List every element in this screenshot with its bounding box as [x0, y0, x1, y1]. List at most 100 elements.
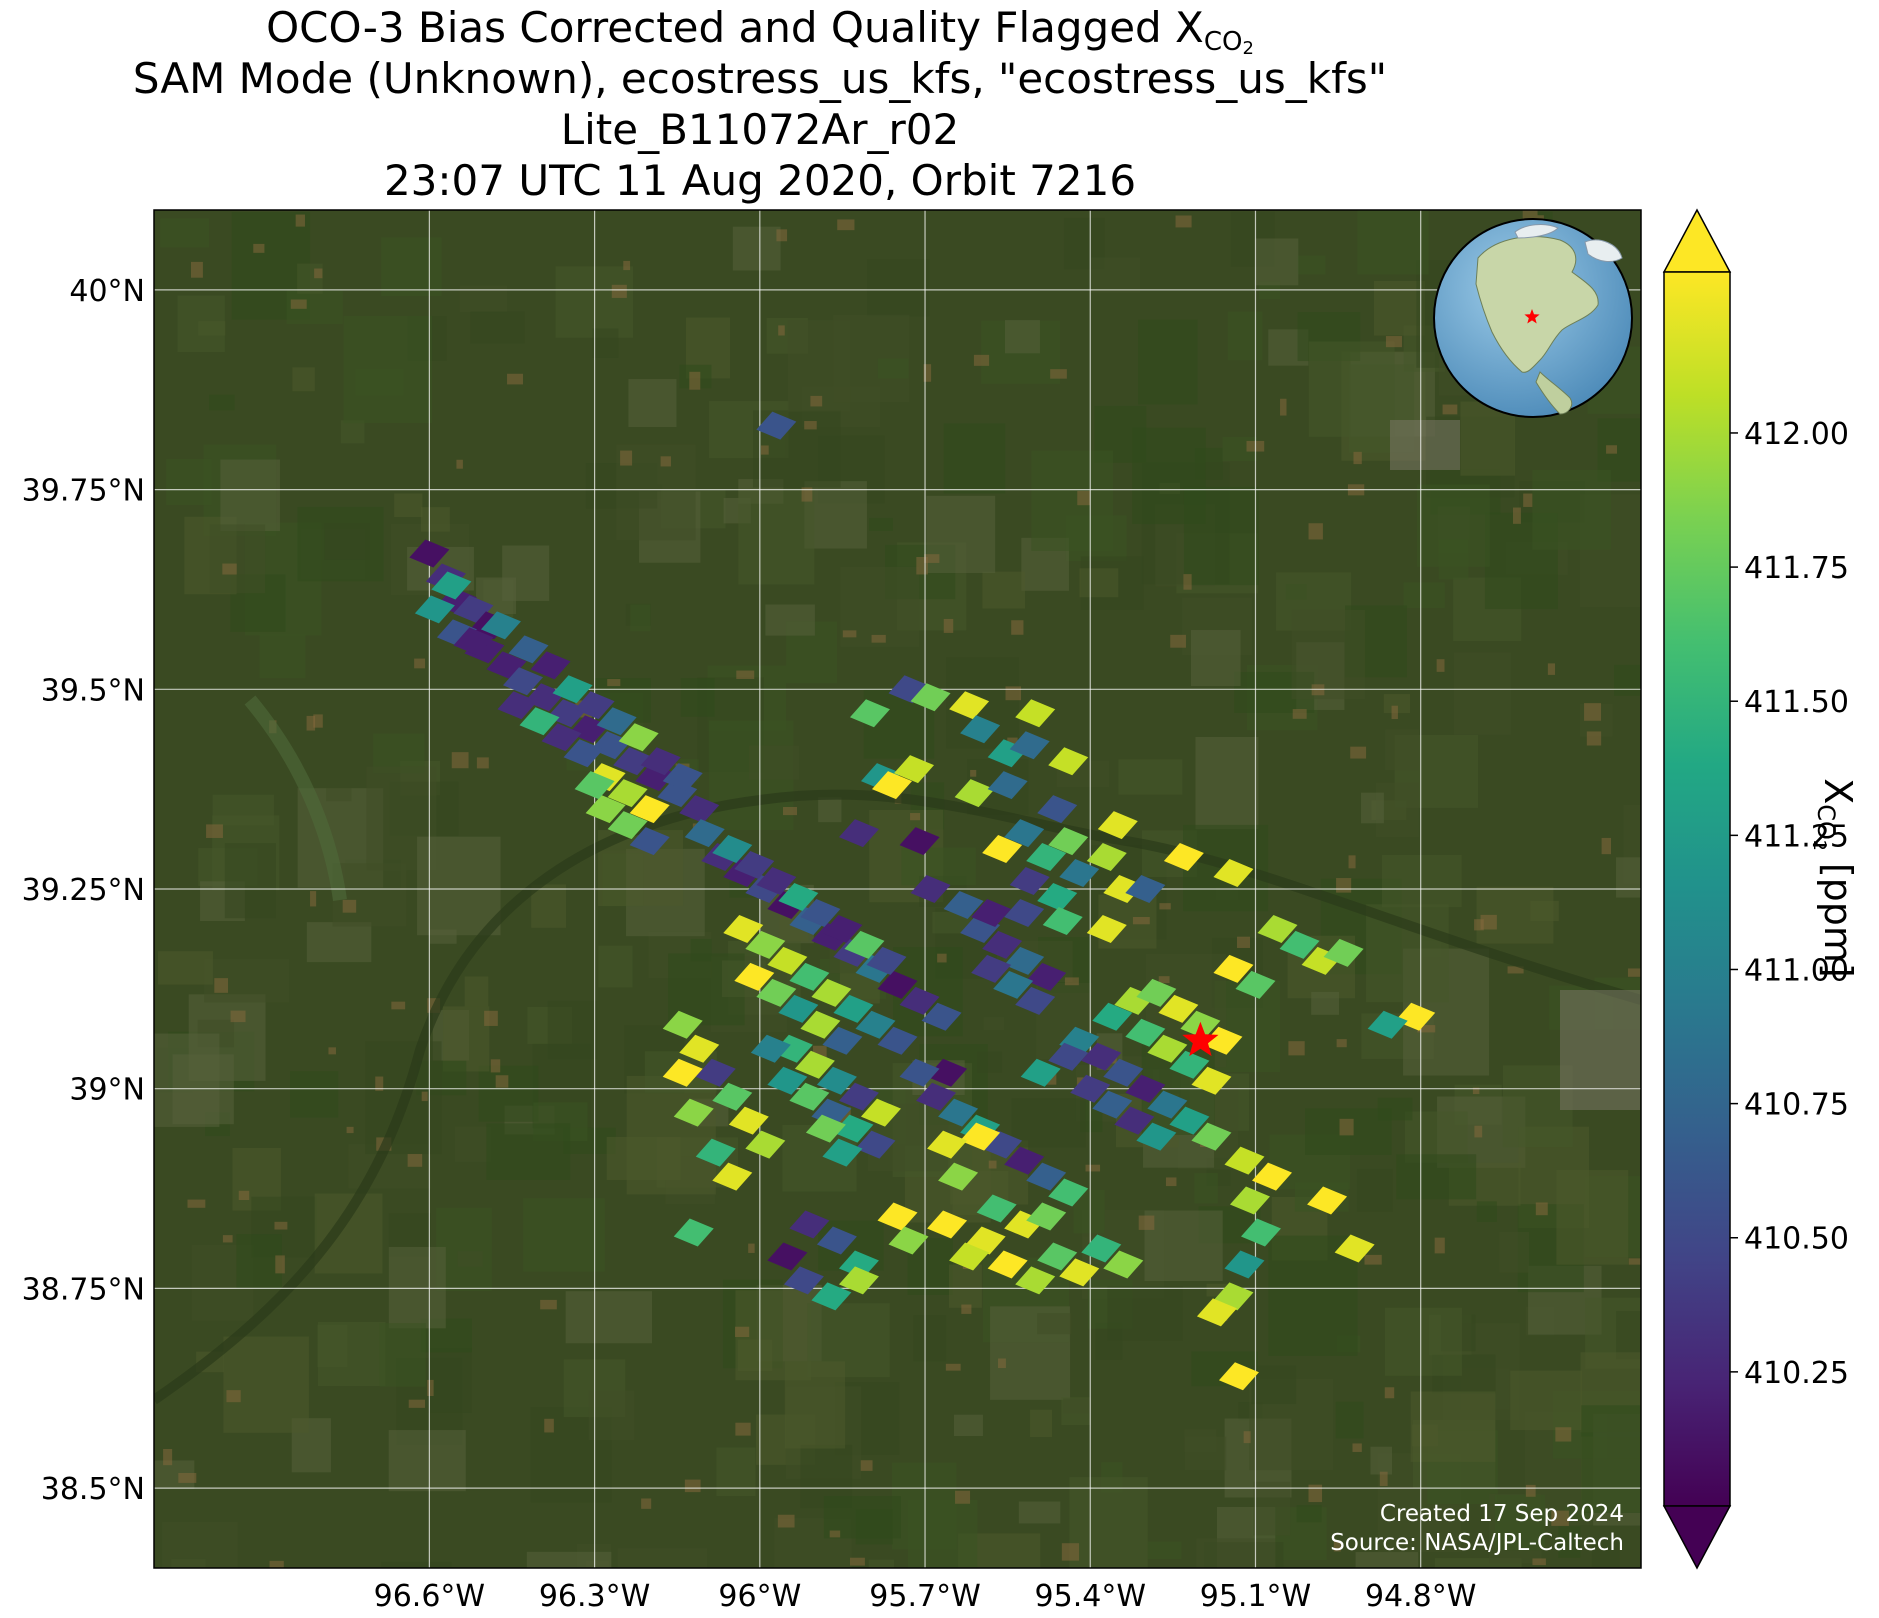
- field-patch: [269, 1560, 284, 1568]
- field-patch: [684, 1479, 701, 1493]
- xco2-sounding: [695, 1138, 736, 1167]
- field-patch: [923, 364, 932, 382]
- xco2-sounding: [971, 898, 1012, 927]
- field-patch: [1391, 705, 1398, 720]
- field-patch: [1138, 1215, 1155, 1230]
- xco2-sounding: [618, 723, 659, 752]
- field-patch: [1627, 968, 1641, 977]
- xco2-sounding: [1213, 954, 1254, 983]
- xco2-sounding: [866, 946, 907, 975]
- xco2-sounding: [541, 723, 582, 752]
- lat-tick-label: 39.5°N: [41, 673, 145, 708]
- field-patch: [1379, 1471, 1388, 1487]
- xco2-sounding: [734, 851, 775, 880]
- terrain-patch: [209, 524, 266, 594]
- terrain-patch: [1356, 1168, 1393, 1212]
- xco2-sounding: [662, 1010, 703, 1039]
- terrain-patch: [1453, 652, 1511, 735]
- xco2-sounding: [750, 1034, 791, 1063]
- field-patch: [1442, 404, 1458, 415]
- xco2-sounding: [1015, 699, 1056, 728]
- terrain-patch: [162, 1521, 238, 1568]
- field-patch: [777, 1514, 795, 1528]
- longitude-tick-labels: 96.6°W 96.3°W 96°W 95.7°W 95.4°W 95.1°W 94.8°W: [374, 1579, 1477, 1614]
- terrain-patch: [340, 420, 365, 444]
- terrain-patch: [1018, 1501, 1061, 1524]
- xco2-sounding: [1026, 1162, 1067, 1191]
- xco2-sounding: [877, 1026, 918, 1055]
- xco2-sounding: [927, 1130, 968, 1159]
- terrain-patch: [737, 1339, 773, 1372]
- field-patch: [342, 899, 357, 913]
- field-patch: [1551, 1510, 1569, 1526]
- terrain-patch: [1434, 1558, 1522, 1568]
- terrain-patch: [804, 481, 867, 549]
- field-patch: [1175, 215, 1192, 228]
- xco2-sounding: [789, 962, 830, 991]
- xco2-sounding: [1009, 867, 1050, 896]
- colorbar-tick-label: 411.00: [1744, 953, 1849, 988]
- field-patch: [1512, 507, 1521, 524]
- field-patch: [190, 261, 203, 278]
- xco2-sounding: [1125, 1074, 1166, 1103]
- field-patch: [1292, 709, 1307, 719]
- field-patch: [1507, 966, 1524, 974]
- field-patch: [310, 891, 317, 907]
- xco2-sounding: [816, 1066, 857, 1095]
- field-patch: [850, 1557, 865, 1566]
- globe-north-america: [1475, 236, 1599, 373]
- xco2-sounding: [547, 699, 588, 728]
- field-patch: [490, 1059, 501, 1073]
- xco2-sounding: [679, 795, 720, 824]
- colorbar-tick-label: 410.25: [1744, 1356, 1849, 1391]
- terrain-patch: [1031, 450, 1114, 551]
- field-patch: [222, 1235, 233, 1243]
- field-patch: [776, 229, 788, 242]
- terrain-patch: [166, 458, 212, 506]
- xco2-soundings: [409, 411, 1436, 1391]
- urban-area: [1390, 420, 1460, 470]
- terrain-patch: [223, 1336, 309, 1433]
- xco2-sounding: [855, 1130, 896, 1159]
- terrain-patch: [784, 1361, 846, 1449]
- terrain-patch: [1147, 1541, 1182, 1560]
- xco2-sounding: [816, 1226, 857, 1255]
- terrain-patch: [1384, 1307, 1462, 1376]
- terrain-patch: [1195, 736, 1259, 830]
- xco2-sounding: [596, 707, 637, 736]
- field-patch: [973, 354, 990, 366]
- terrain-patch: [1383, 694, 1411, 714]
- field-patch: [1547, 663, 1556, 675]
- field-patch: [943, 618, 954, 633]
- xco2-sounding: [1059, 859, 1100, 888]
- terrain-patch: [160, 218, 210, 248]
- field-patch: [1474, 1125, 1483, 1138]
- xco2-sounding: [1092, 1090, 1133, 1119]
- colorbar-tick-label: 410.75: [1744, 1088, 1849, 1123]
- xco2-sounding: [1037, 882, 1078, 911]
- field-patch: [414, 658, 426, 669]
- field-patch: [295, 214, 305, 227]
- xco2-sounding: [712, 835, 753, 864]
- terrain-patch: [1090, 257, 1141, 293]
- xco2-sounding: [414, 595, 455, 624]
- colorbar-ticks: 410.25 410.50 410.75 411.00 411.25 411.50 411.…: [1730, 417, 1849, 1391]
- terrain-patch: [324, 523, 370, 560]
- terrain-patch: [428, 1347, 472, 1413]
- field-patch: [1555, 1427, 1572, 1442]
- field-patch: [540, 1299, 557, 1310]
- field-patch: [801, 487, 813, 502]
- terrain-patch: [1404, 1111, 1468, 1163]
- terrain-patch: [1138, 319, 1198, 405]
- field-patch: [1288, 1041, 1305, 1056]
- field-patch: [620, 450, 633, 466]
- field-patch: [222, 563, 237, 575]
- field-patch: [1050, 369, 1067, 379]
- field-patch: [1436, 659, 1445, 672]
- xco2-sounding: [1070, 1074, 1111, 1103]
- colorbar-tick-label: 411.25: [1744, 819, 1849, 854]
- xco2-sounding: [1235, 970, 1276, 999]
- field-patch: [206, 824, 223, 838]
- terrain-patch: [443, 1006, 490, 1072]
- terrain-patch: [1613, 664, 1641, 696]
